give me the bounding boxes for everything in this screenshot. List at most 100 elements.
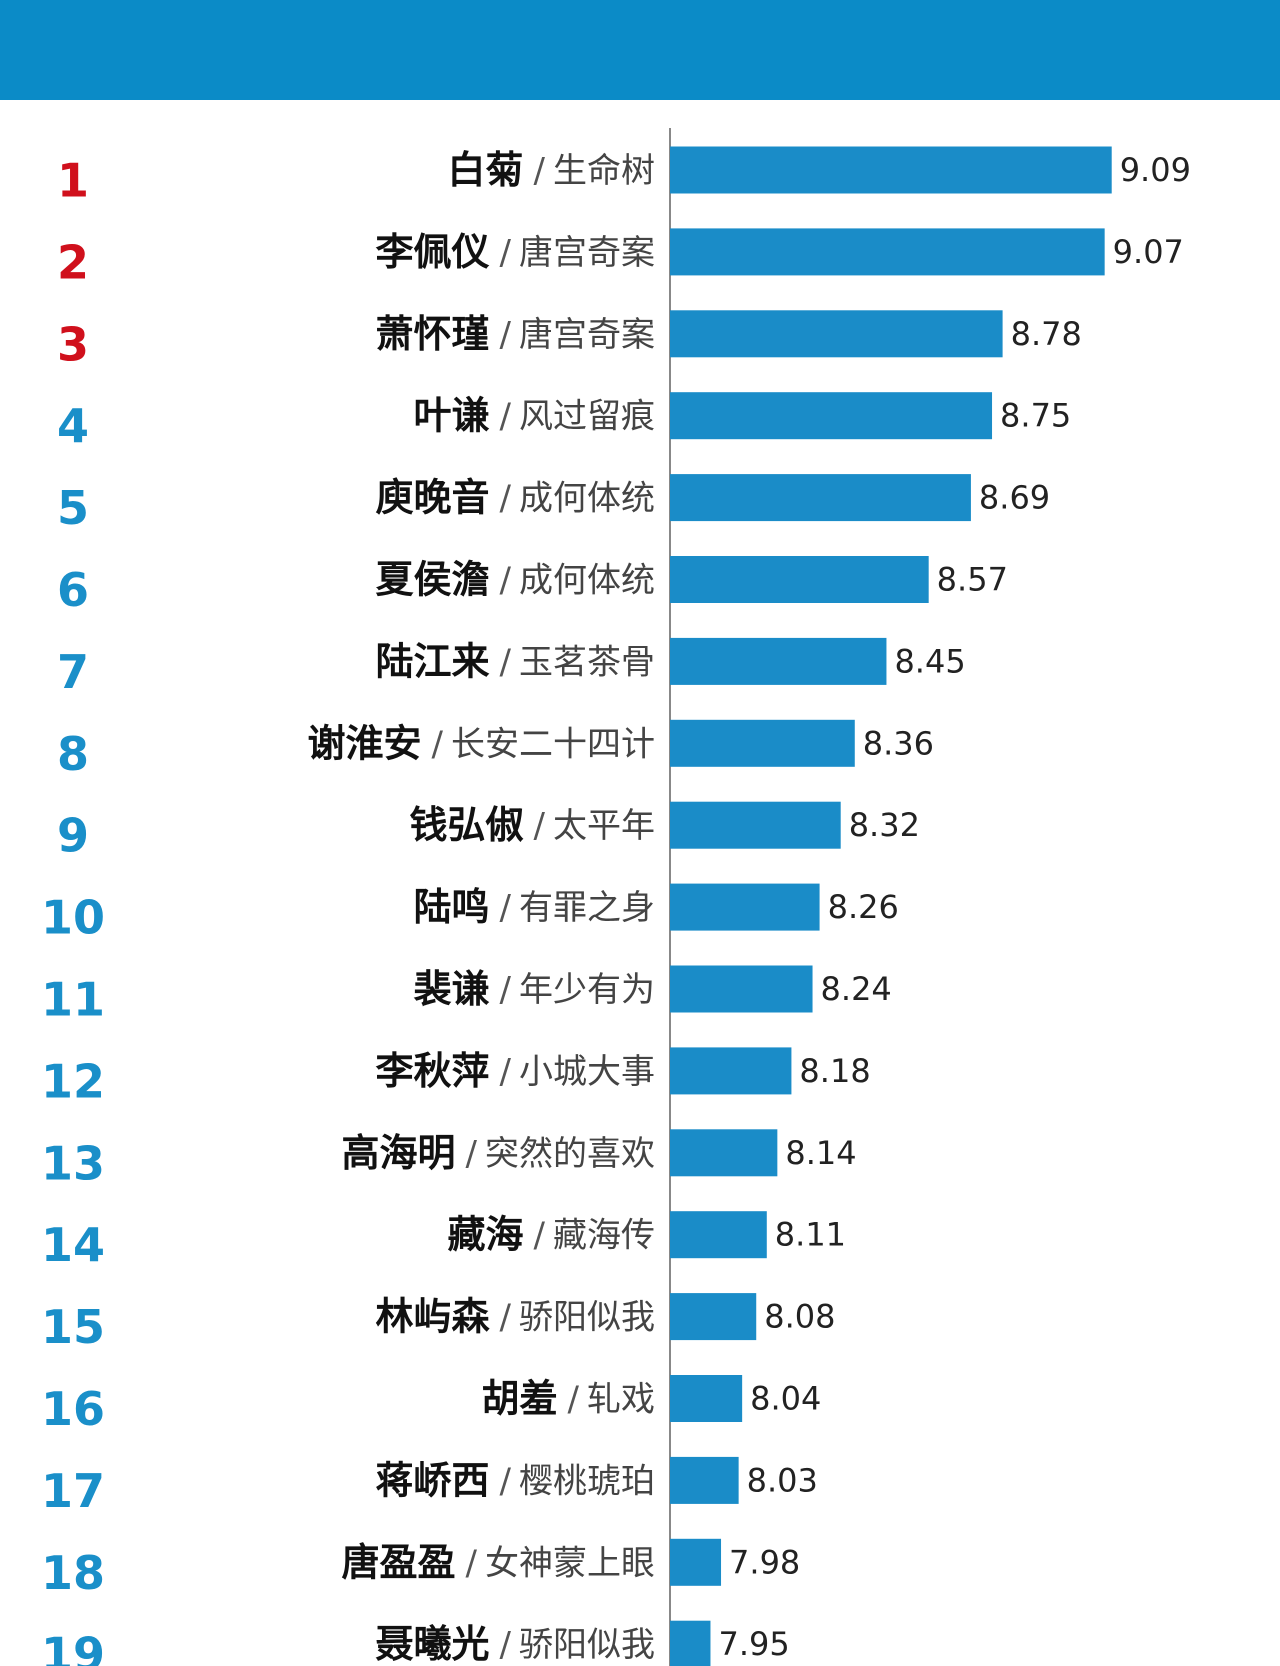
row-label: 胡羞 / 轧戏 xyxy=(482,1376,655,1420)
rank: 9 xyxy=(57,809,89,863)
rank: 13 xyxy=(41,1136,105,1190)
value-label: 8.57 xyxy=(937,561,1008,599)
rank: 11 xyxy=(41,973,105,1027)
bar xyxy=(670,1293,757,1341)
row-label: 裴谦 / 年少有为 xyxy=(414,967,655,1011)
value-label: 9.07 xyxy=(1113,233,1184,271)
rank: 8 xyxy=(57,727,89,781)
drama-name: 成何体统 xyxy=(519,560,655,600)
person-name: 钱弘俶 xyxy=(410,803,524,847)
separator: / xyxy=(466,1133,478,1173)
row-label: 李秋萍 / 小城大事 xyxy=(376,1048,655,1092)
person-name: 胡羞 xyxy=(482,1376,558,1420)
row-label: 谢淮安 / 长安二十四计 xyxy=(308,721,655,765)
bar xyxy=(670,1538,722,1586)
separator: / xyxy=(534,806,546,846)
row-label: 林屿森 / 骄阳似我 xyxy=(376,1294,655,1338)
separator: / xyxy=(500,314,512,354)
rank: 14 xyxy=(41,1218,105,1272)
rank: 18 xyxy=(41,1546,105,1600)
value-label: 8.78 xyxy=(1011,315,1082,353)
separator: / xyxy=(500,396,512,436)
drama-name: 突然的喜欢 xyxy=(485,1133,655,1173)
value-label: 9.09 xyxy=(1120,151,1191,189)
row-label: 陆江来 / 玉茗茶骨 xyxy=(376,639,655,683)
value-label: 8.36 xyxy=(863,724,934,762)
row-label: 蒋峤西 / 樱桃琥珀 xyxy=(376,1458,655,1502)
row-label: 叶谦 / 风过留痕 xyxy=(414,393,655,437)
person-name: 林屿森 xyxy=(376,1294,491,1338)
drama-name: 藏海传 xyxy=(553,1215,655,1255)
person-name: 夏侯澹 xyxy=(376,557,490,601)
drama-name: 年少有为 xyxy=(519,970,655,1010)
person-name: 李佩仪 xyxy=(376,229,490,273)
drama-name: 风过留痕 xyxy=(519,396,655,436)
row-label: 藏海 / 藏海传 xyxy=(448,1212,655,1256)
row-label: 唐盈盈 / 女神蒙上眼 xyxy=(342,1540,655,1584)
person-name: 聂曦光 xyxy=(376,1622,490,1666)
person-name: 藏海 xyxy=(448,1212,524,1256)
rank: 12 xyxy=(41,1054,105,1108)
value-label: 8.11 xyxy=(775,1216,846,1254)
person-name: 李秋萍 xyxy=(376,1048,490,1092)
rank: 16 xyxy=(41,1382,105,1436)
row-label: 李佩仪 / 唐宫奇案 xyxy=(376,229,655,273)
rank: 5 xyxy=(57,481,89,535)
separator: / xyxy=(500,1625,512,1665)
drama-name: 骄阳似我 xyxy=(519,1297,655,1337)
row-label: 萧怀瑾 / 唐宫奇案 xyxy=(376,311,655,355)
value-label: 8.18 xyxy=(799,1052,870,1090)
drama-name: 太平年 xyxy=(553,806,655,846)
person-name: 裴谦 xyxy=(414,967,490,1011)
row-label: 白菊 / 生命树 xyxy=(448,148,655,192)
bar xyxy=(670,1620,711,1666)
person-name: 蒋峤西 xyxy=(376,1458,490,1502)
bar xyxy=(670,228,1105,276)
value-label: 8.04 xyxy=(750,1380,821,1418)
separator: / xyxy=(500,1461,512,1501)
row-label: 钱弘俶 / 太平年 xyxy=(410,803,655,847)
person-name: 叶谦 xyxy=(414,393,490,437)
value-label: 8.03 xyxy=(747,1461,818,1499)
separator: / xyxy=(432,724,444,764)
bar xyxy=(670,801,841,849)
bar xyxy=(670,1047,792,1095)
separator: / xyxy=(568,1379,580,1419)
bar xyxy=(670,719,855,767)
bar xyxy=(670,392,993,440)
value-label: 7.98 xyxy=(729,1543,800,1581)
value-label: 8.75 xyxy=(1000,397,1071,435)
drama-name: 生命树 xyxy=(553,151,655,191)
person-name: 白菊 xyxy=(448,148,524,192)
drama-name: 樱桃琥珀 xyxy=(519,1461,655,1501)
separator: / xyxy=(500,478,512,518)
separator: / xyxy=(500,970,512,1010)
separator: / xyxy=(534,151,546,191)
separator: / xyxy=(500,642,512,682)
separator: / xyxy=(500,888,512,928)
person-name: 陆江来 xyxy=(376,639,490,683)
person-name: 庾晚音 xyxy=(376,475,490,519)
value-label: 8.45 xyxy=(894,642,965,680)
rank: 15 xyxy=(41,1300,105,1354)
person-name: 谢淮安 xyxy=(308,721,422,765)
drama-name: 骄阳似我 xyxy=(519,1625,655,1665)
rank: 4 xyxy=(57,399,89,453)
drama-name: 轧戏 xyxy=(587,1379,655,1419)
rank: 7 xyxy=(57,645,89,699)
row-label: 聂曦光 / 骄阳似我 xyxy=(376,1622,655,1666)
value-label: 8.08 xyxy=(764,1298,835,1336)
person-name: 高海明 xyxy=(342,1130,456,1174)
bar xyxy=(670,1129,778,1177)
drama-name: 有罪之身 xyxy=(519,888,655,928)
drama-name: 长安二十四计 xyxy=(451,724,655,764)
value-label: 8.14 xyxy=(785,1134,856,1172)
separator: / xyxy=(466,1543,478,1583)
bar xyxy=(670,556,929,603)
row-label: 夏侯澹 / 成何体统 xyxy=(376,557,655,601)
separator: / xyxy=(534,1215,546,1255)
separator: / xyxy=(500,1297,512,1337)
rank: 17 xyxy=(41,1464,105,1518)
